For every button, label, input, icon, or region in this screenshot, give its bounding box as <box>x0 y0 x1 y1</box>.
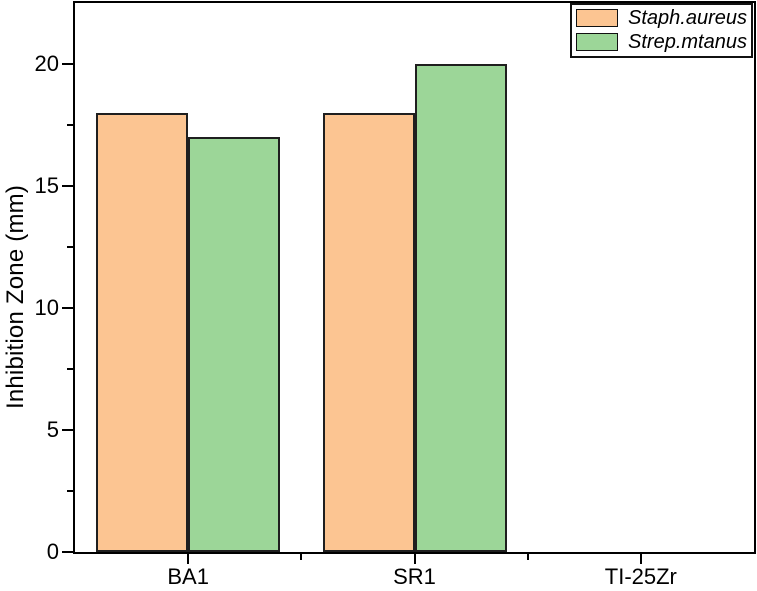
legend-swatch <box>576 9 619 27</box>
y-axis-major-tick <box>62 551 73 553</box>
legend-label: Strep.mtanus <box>628 31 747 53</box>
x-axis-category-label: BA1 <box>167 564 209 589</box>
y-axis-major-tick <box>62 429 73 431</box>
bar-strep-mtanus-ba1 <box>188 137 281 552</box>
y-axis-tick-label: 10 <box>34 295 59 320</box>
y-axis-title: Inhibition Zone (mm) <box>2 184 29 410</box>
y-axis-minor-tick <box>67 490 73 492</box>
legend-swatch <box>576 33 619 51</box>
legend-label: Staph.aureus <box>628 7 747 29</box>
y-axis-tick-label: 15 <box>34 173 59 198</box>
x-axis-minor-tick <box>526 554 529 560</box>
y-axis-minor-tick <box>67 246 73 248</box>
x-axis-category-label: TI-25Zr <box>604 564 677 589</box>
x-axis-major-tick <box>187 554 190 564</box>
y-axis-tick-label: 5 <box>46 417 59 442</box>
legend: Staph.aureus Strep.mtanus <box>570 3 753 58</box>
y-axis-minor-tick <box>67 124 73 126</box>
bar-staph-aureus-ba1 <box>96 112 189 552</box>
y-axis-tick-label: 0 <box>46 539 59 564</box>
legend-item: Staph.aureus <box>576 7 747 29</box>
bar-strep-mtanus-sr1 <box>414 64 507 552</box>
y-axis-minor-tick <box>67 368 73 370</box>
x-axis-major-tick <box>639 554 642 564</box>
y-axis-tick-label: 20 <box>34 51 59 76</box>
y-axis-major-tick <box>62 63 73 65</box>
y-axis-major-tick <box>62 307 73 309</box>
legend-item: Strep.mtanus <box>576 31 747 53</box>
y-axis-major-tick <box>62 185 73 187</box>
bar-staph-aureus-sr1 <box>322 112 415 552</box>
x-axis-category-label: SR1 <box>393 564 436 589</box>
plot-area: Staph.aureus Strep.mtanus 0 5 10 15 20 BA1 SR1 T… <box>35 1 756 589</box>
x-axis-minor-tick <box>300 554 303 560</box>
x-axis-major-tick <box>413 554 416 564</box>
